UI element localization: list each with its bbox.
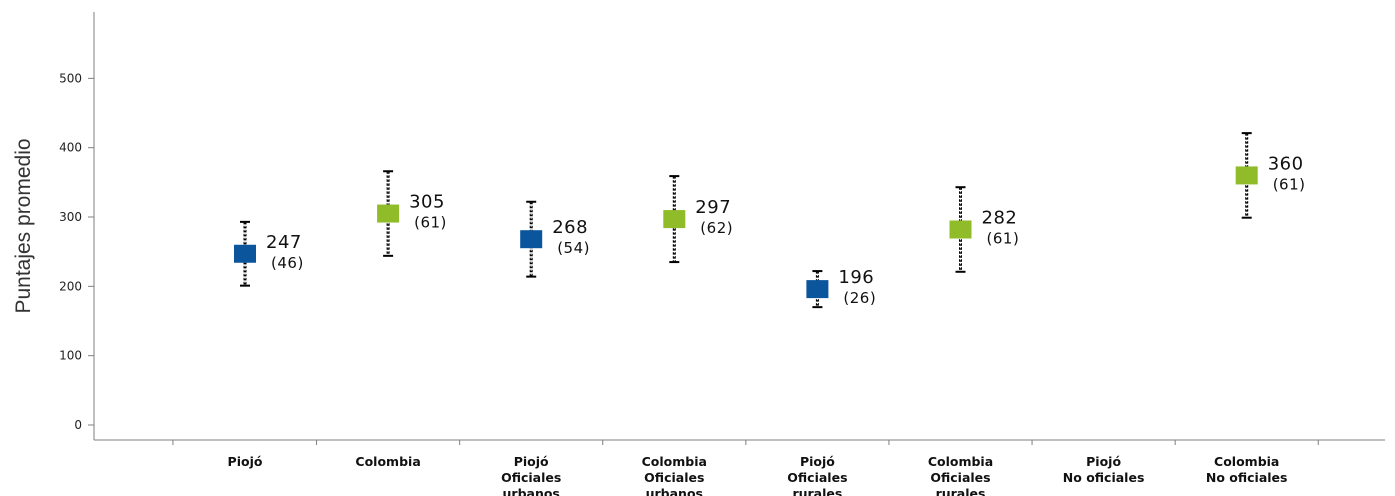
value-label: 247 bbox=[266, 232, 302, 253]
x-ticks bbox=[172, 440, 1319, 445]
category-label: Colombia bbox=[642, 454, 707, 469]
point-marker bbox=[377, 204, 400, 223]
point-marker bbox=[663, 210, 686, 229]
y-tick-label: 300 bbox=[59, 210, 82, 224]
data-point: 282(61) bbox=[949, 186, 1020, 273]
y-tick-label: 100 bbox=[59, 349, 82, 363]
value-label: 297 bbox=[695, 197, 731, 218]
sd-label: (61) bbox=[987, 229, 1020, 247]
category-labels: Piojó Colombia PiojóOficialesurbanosColomb… bbox=[228, 454, 1288, 496]
category-label: Piojó bbox=[228, 454, 263, 469]
y-tick-label: 0 bbox=[74, 418, 82, 432]
data-point: 247(46) bbox=[234, 220, 304, 287]
category-label: Colombia bbox=[355, 454, 420, 469]
data-point: 305(61) bbox=[377, 170, 447, 257]
category-label: Piojó bbox=[514, 454, 549, 469]
sd-label: (54) bbox=[557, 239, 590, 257]
category-label: Piojó bbox=[800, 454, 835, 469]
point-marker bbox=[949, 220, 972, 239]
category-label: Oficiales bbox=[787, 470, 847, 485]
category-label: Oficiales bbox=[501, 470, 561, 485]
sd-label: (61) bbox=[1273, 175, 1306, 193]
value-label: 196 bbox=[838, 267, 874, 288]
point-marker bbox=[806, 280, 829, 299]
point-marker bbox=[520, 230, 543, 249]
data-point: 268(54) bbox=[520, 200, 590, 278]
y-axis-label: Puntajes promedio bbox=[12, 138, 35, 313]
category-label: rurales bbox=[936, 486, 986, 496]
category-label: urbanos bbox=[503, 486, 560, 496]
data-marks: 247(46)305(61) 268(54)297(62)196(26)282(6… bbox=[234, 132, 1306, 309]
data-point: 297(62) bbox=[663, 175, 733, 264]
sd-label: (46) bbox=[271, 254, 304, 272]
value-label: 268 bbox=[552, 217, 588, 238]
category-label: Oficiales bbox=[930, 470, 990, 485]
category-label: No oficiales bbox=[1206, 470, 1288, 485]
value-label: 360 bbox=[1268, 153, 1304, 174]
category-label: No oficiales bbox=[1063, 470, 1145, 485]
category-label: urbanos bbox=[646, 486, 703, 496]
category-label: Oficiales bbox=[644, 470, 704, 485]
y-tick-label: 500 bbox=[59, 71, 82, 85]
category-label: Piojó bbox=[1086, 454, 1121, 469]
category-label: rurales bbox=[792, 486, 842, 496]
value-label: 282 bbox=[982, 207, 1018, 228]
sd-label: (62) bbox=[700, 219, 733, 237]
value-label: 305 bbox=[409, 192, 445, 213]
category-label: Colombia bbox=[1214, 454, 1279, 469]
y-ticks: 0 100 200 300 400 500 bbox=[59, 71, 94, 432]
point-marker bbox=[234, 244, 256, 263]
data-point: 360(61) bbox=[1235, 132, 1306, 219]
data-point: 196(26) bbox=[806, 267, 876, 309]
sd-label: (26) bbox=[843, 289, 876, 307]
category-label: Colombia bbox=[928, 454, 993, 469]
sd-label: (61) bbox=[414, 214, 447, 232]
point-marker bbox=[1235, 166, 1258, 185]
y-tick-label: 200 bbox=[59, 279, 82, 293]
y-tick-label: 400 bbox=[59, 141, 82, 155]
